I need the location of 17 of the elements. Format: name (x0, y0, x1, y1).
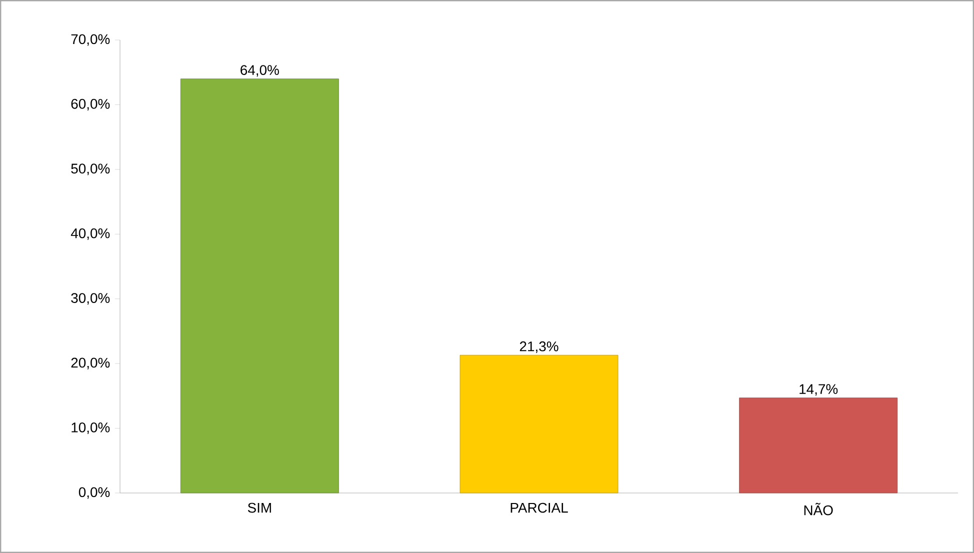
data-label: 21,3% (520, 341, 558, 353)
y-tick-label: 60,0% (71, 98, 110, 110)
y-tick-label: 30,0% (71, 293, 110, 305)
y-tick-label: 20,0% (71, 358, 110, 370)
bar (460, 354, 618, 494)
x-tick-label: PARCIAL (510, 502, 568, 513)
bar (739, 398, 898, 494)
data-label: 14,7% (800, 384, 838, 396)
y-tick-label: 10,0% (72, 422, 110, 434)
x-tick-label: SIM (248, 502, 271, 513)
y-tick-label: 0,0% (78, 487, 110, 499)
y-tick-label: 50,0% (71, 164, 110, 176)
y-tick-label: 40,0% (70, 228, 110, 240)
x-tick-label: NÃO (804, 502, 833, 516)
data-label: 64,0% (240, 65, 279, 77)
y-tick-label: 70,0% (71, 34, 110, 46)
bar (180, 78, 339, 494)
